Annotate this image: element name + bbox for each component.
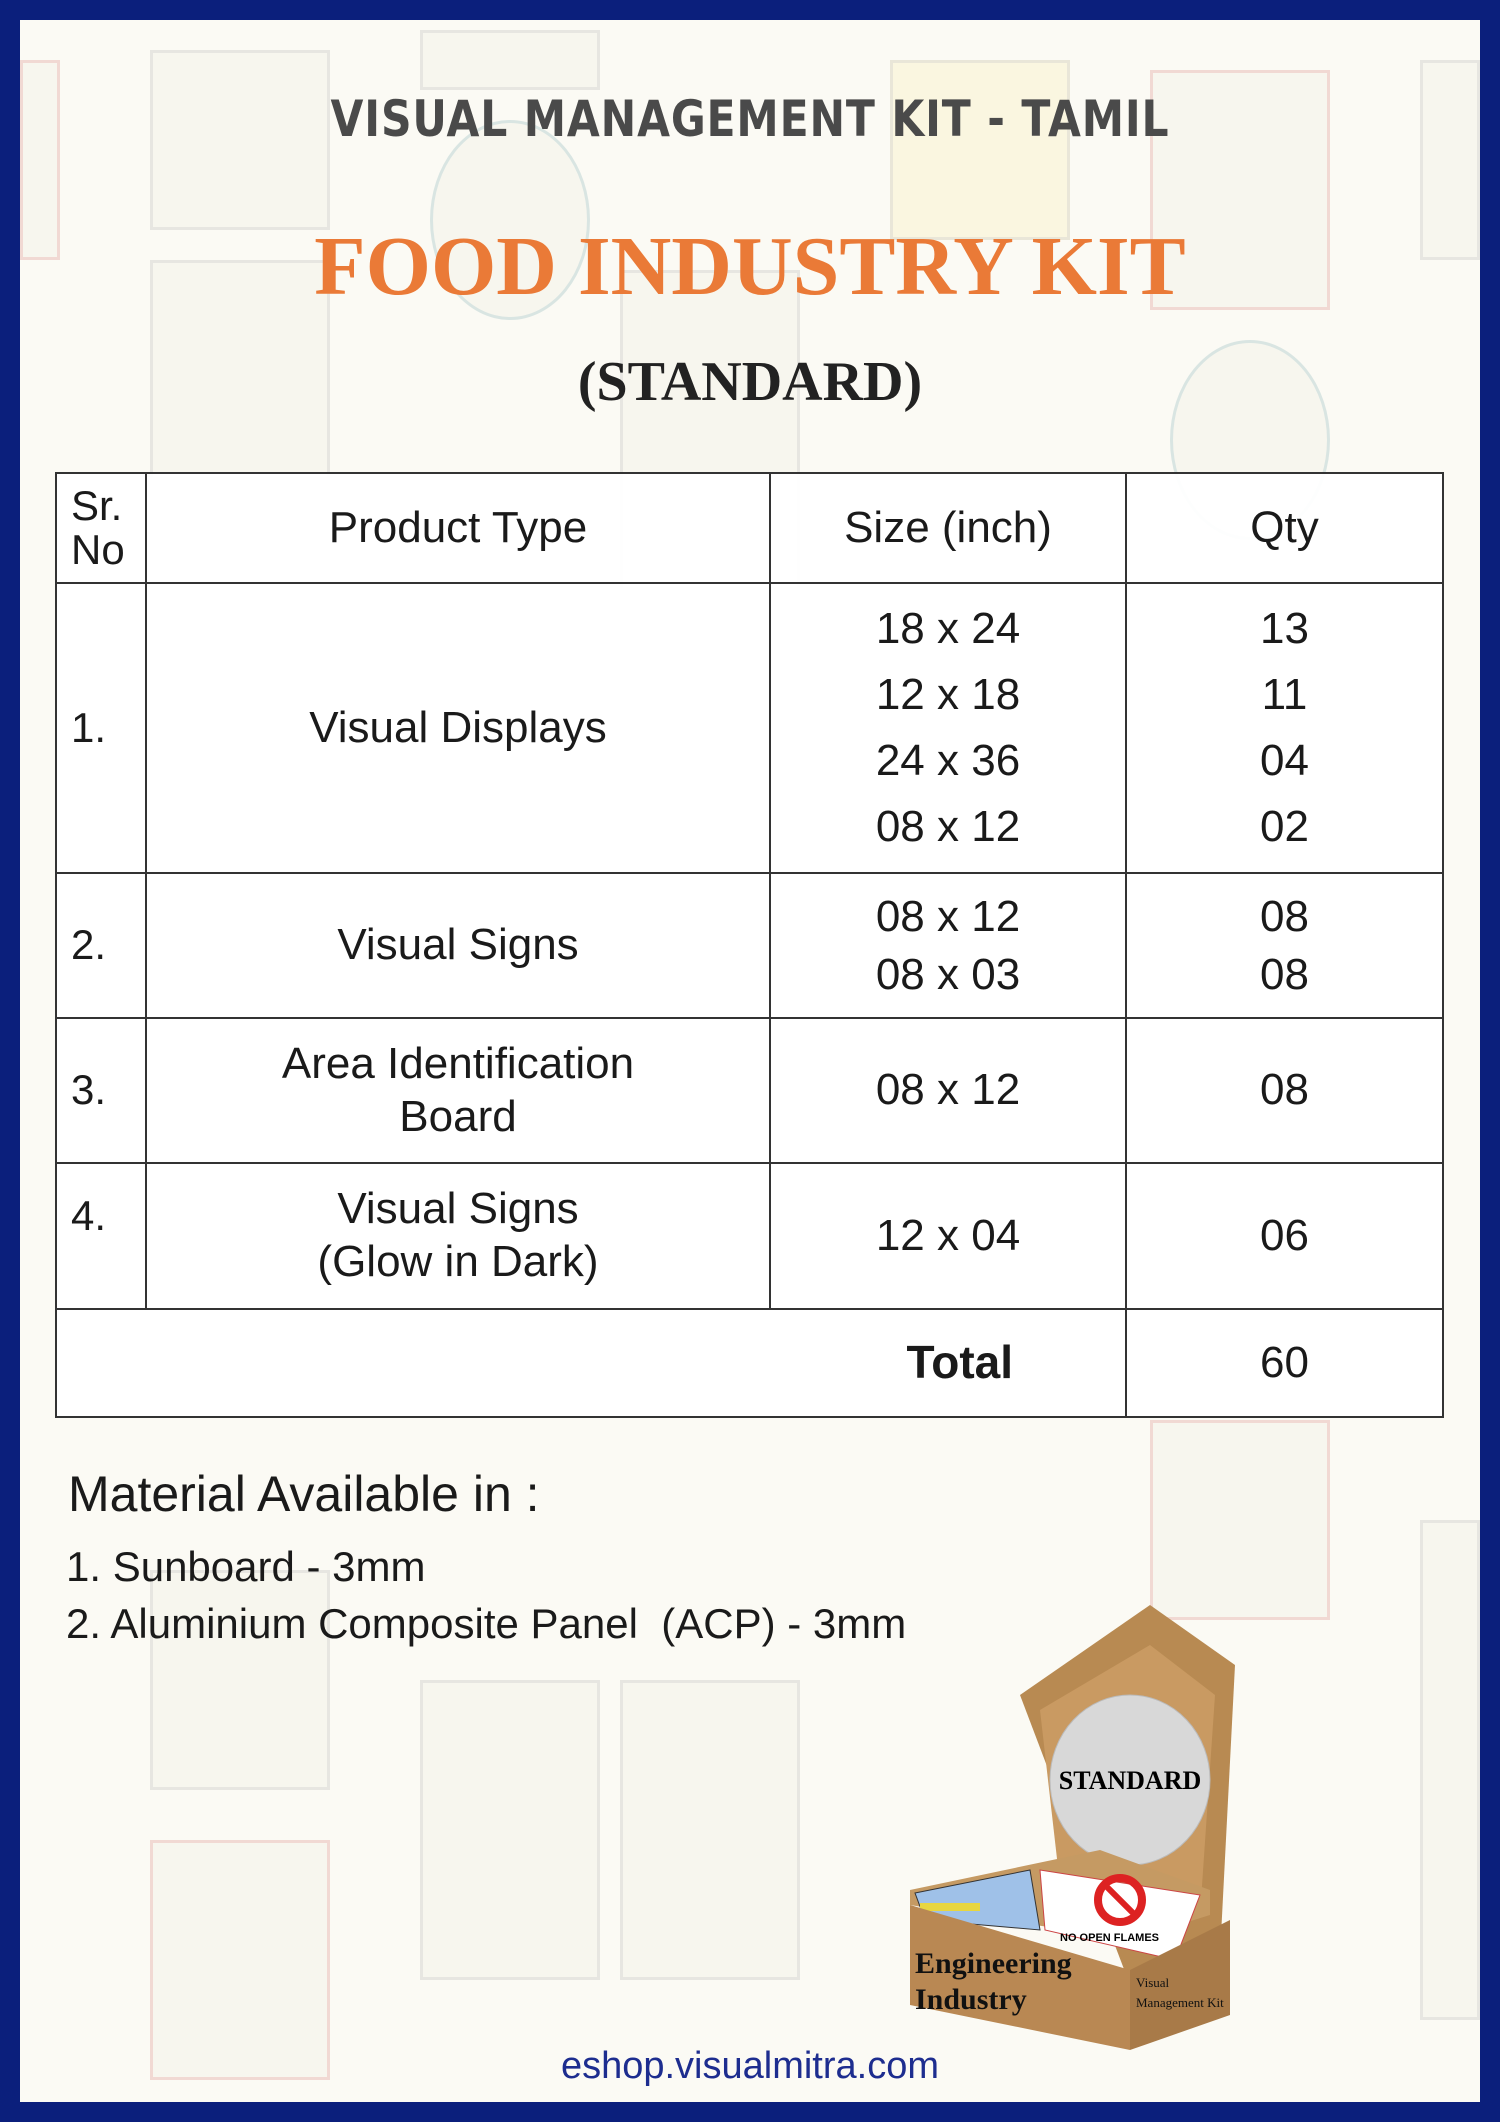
qty-cell: 08 08 xyxy=(1125,872,1444,1019)
qty-value: 08 xyxy=(1260,891,1309,941)
product-cell: Visual Displays xyxy=(145,582,771,874)
size-cell: 08 x 12 xyxy=(769,1017,1127,1164)
size-cell: 08 x 12 08 x 03 xyxy=(769,872,1127,1019)
size-value: 12 x 18 xyxy=(875,670,1021,719)
table-row: 4. Visual Signs (Glow in Dark) 12 x 04 0… xyxy=(55,1162,1444,1310)
size-value: 08 x 03 xyxy=(875,949,1021,999)
qty-value: 08 xyxy=(1260,949,1309,999)
qty-value: 02 xyxy=(1260,802,1309,851)
product-line: Board xyxy=(399,1091,517,1141)
table-row: 2. Visual Signs 08 x 12 08 x 03 08 08 xyxy=(55,872,1444,1019)
sr-cell: 4. xyxy=(55,1162,147,1310)
product-cell: Visual Signs (Glow in Dark) xyxy=(145,1162,771,1310)
sr-cell: 2. xyxy=(55,872,147,1019)
header-product-type: Product Type xyxy=(145,472,771,584)
product-cell: Visual Signs xyxy=(145,872,771,1019)
box-front-line: Industry xyxy=(915,1983,1027,2016)
sr-cell: 3. xyxy=(55,1017,147,1164)
total-value: 60 xyxy=(1125,1308,1444,1418)
product-cell: Area Identification Board xyxy=(145,1017,771,1164)
qty-cell: 08 xyxy=(1125,1017,1444,1164)
sr-cell: 1. xyxy=(55,582,147,874)
material-item: 2. Aluminium Composite Panel (ACP) - 3mm xyxy=(66,1600,907,1647)
box-front-line: Engineering xyxy=(915,1947,1072,1980)
size-cell: 18 x 24 12 x 18 24 x 36 08 x 12 xyxy=(769,582,1127,874)
total-row: Total 60 xyxy=(55,1308,1444,1418)
lid-label: STANDARD xyxy=(1059,1766,1202,1795)
header-qty: Qty xyxy=(1125,472,1444,584)
box-side-line: Management Kit xyxy=(1136,1995,1224,2010)
size-value: 18 x 24 xyxy=(875,604,1021,653)
website-link[interactable]: eshop.visualmitra.com xyxy=(560,2045,940,2087)
industry-title: FOOD INDUSTRY KIT xyxy=(314,220,1186,313)
variant-label: (STANDARD) xyxy=(577,351,923,413)
table-header-row: Sr. No Product Type Size (inch) Qty xyxy=(55,472,1444,584)
total-label: Total xyxy=(55,1308,1127,1418)
size-cell: 12 x 04 xyxy=(769,1162,1127,1310)
qty-value: 13 xyxy=(1260,604,1309,653)
product-line: (Glow in Dark) xyxy=(317,1237,599,1286)
table-row: 1. Visual Displays 18 x 24 12 x 18 24 x … xyxy=(55,582,1444,874)
product-table: Sr. No Product Type Size (inch) Qty 1. V… xyxy=(55,472,1444,1418)
box-illustration: STANDARD NO OPEN FLAMES Engineering Indu… xyxy=(910,1605,1235,2050)
kit-box-image: STANDARD NO OPEN FLAMES Engineering Indu… xyxy=(900,1585,1240,2055)
product-line: Visual Signs xyxy=(337,1184,579,1234)
table-row: 3. Area Identification Board 08 x 12 08 xyxy=(55,1017,1444,1164)
kit-title: VISUAL MANAGEMENT KIT - TAMIL xyxy=(330,90,1170,148)
size-value: 08 x 12 xyxy=(875,891,1021,941)
product-line: Area Identification xyxy=(281,1038,635,1088)
qty-cell: 06 xyxy=(1125,1162,1444,1310)
materials-heading: Material Available in : xyxy=(68,1466,540,1522)
qty-cell: 13 11 04 02 xyxy=(1125,582,1444,874)
qty-value: 04 xyxy=(1260,736,1309,785)
material-item: 1. Sunboard - 3mm xyxy=(66,1543,426,1590)
box-side-line: Visual xyxy=(1136,1975,1170,1990)
size-value: 24 x 36 xyxy=(875,736,1021,785)
sign-text: NO OPEN FLAMES xyxy=(1060,1932,1159,1944)
size-value: 08 x 12 xyxy=(875,802,1021,851)
header-sr-no: Sr. No xyxy=(55,472,147,584)
header-size: Size (inch) xyxy=(769,472,1127,584)
qty-value: 11 xyxy=(1261,670,1308,719)
